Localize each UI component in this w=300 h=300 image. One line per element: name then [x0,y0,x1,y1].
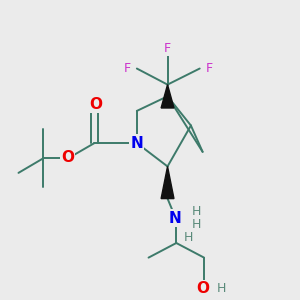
Text: H: H [191,218,201,231]
Polygon shape [161,85,174,108]
Text: N: N [169,211,181,226]
Text: H: H [191,205,201,218]
Text: F: F [164,42,171,55]
Text: O: O [61,150,74,165]
Polygon shape [161,167,174,199]
Text: O: O [196,281,209,296]
Text: F: F [124,62,131,75]
Text: O: O [89,97,102,112]
Text: H: H [217,282,226,295]
Text: H: H [184,231,193,244]
Text: N: N [130,136,143,151]
Text: F: F [206,62,213,75]
